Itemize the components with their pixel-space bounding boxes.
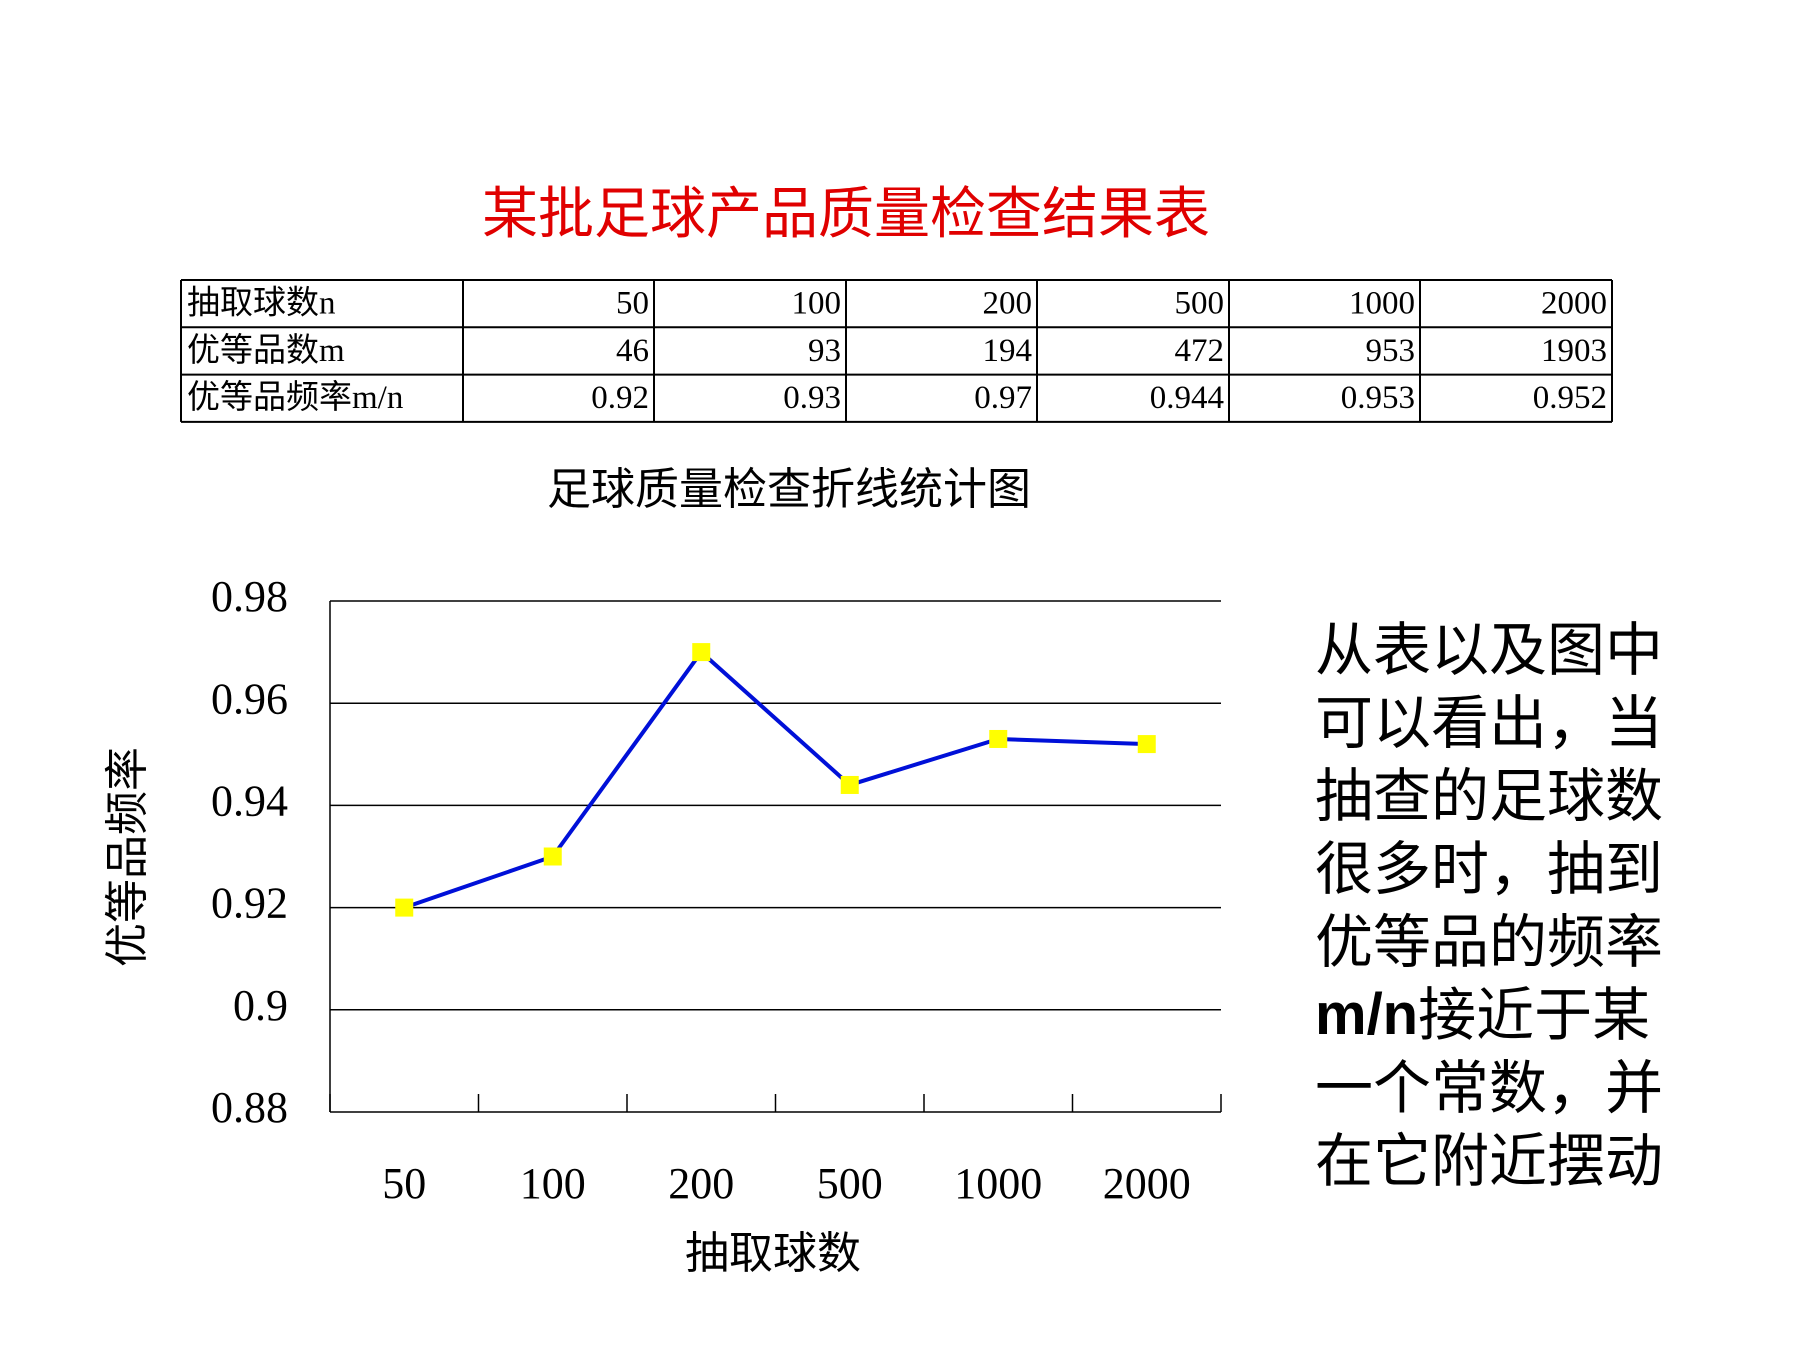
note-text: m/n	[1315, 982, 1418, 1047]
table-cell: 0.97	[974, 380, 1032, 416]
note-text: 在它附近摆动	[1315, 1127, 1663, 1195]
note-line: 优等品的频率	[1315, 908, 1663, 976]
line	[403, 649, 1147, 910]
note-text: 一个常数，并	[1315, 1054, 1663, 1122]
x-tick-label: 1000	[954, 1159, 1042, 1208]
note-text: 可以看出，当	[1315, 689, 1663, 757]
table-cell: 200	[983, 286, 1033, 322]
x-tick-label: 2000	[1103, 1159, 1191, 1208]
table-cell: 500	[1175, 286, 1225, 322]
table-cell: 472	[1175, 333, 1225, 369]
note-line: 在它附近摆动	[1315, 1127, 1663, 1195]
note-line: m/n接近于某	[1315, 981, 1650, 1049]
table-cell: 93	[808, 333, 841, 369]
table-cell: 100	[792, 286, 842, 322]
note-text: 从表以及图中	[1315, 616, 1663, 684]
y-tick-label: 0.94	[211, 776, 288, 825]
note-text: 接近于某	[1418, 981, 1650, 1049]
note-line: 一个常数，并	[1315, 1054, 1663, 1122]
table-cell: 1903	[1541, 333, 1607, 369]
x-tick-label: 50	[382, 1159, 426, 1208]
marker	[1137, 735, 1156, 754]
note-line: 抽查的足球数	[1315, 762, 1663, 830]
x-tick-label: 500	[817, 1159, 883, 1208]
table-cell: 0.952	[1533, 380, 1607, 416]
note-text: 很多时，抽到	[1315, 835, 1663, 903]
marker	[989, 729, 1008, 748]
x-tick-label: 200	[668, 1159, 734, 1208]
x-axis-label: 抽取球数	[685, 1229, 861, 1278]
table-cell: 50	[616, 286, 649, 322]
table-cell: 0.93	[783, 380, 841, 416]
note-line: 很多时，抽到	[1315, 835, 1663, 903]
marker	[840, 775, 859, 794]
slide-title: 某批足球产品质量检查结果表	[482, 184, 1210, 246]
table-cell: 1000	[1349, 286, 1415, 322]
table-cell: 46	[616, 333, 649, 369]
y-tick-label: 0.9	[233, 981, 288, 1030]
note-text: 优等品的频率	[1315, 908, 1663, 976]
table-cell: 0.953	[1341, 380, 1415, 416]
note-text: 抽查的足球数	[1315, 762, 1663, 830]
y-tick-label: 0.98	[211, 572, 288, 621]
marker	[395, 898, 414, 917]
table-cell: 194	[983, 333, 1033, 369]
row-header: 优等品频率m/n	[187, 379, 403, 416]
table-cell: 953	[1366, 333, 1416, 369]
chart-title: 足球质量检查折线统计图	[547, 465, 1031, 514]
y-tick-label: 0.92	[211, 879, 288, 928]
y-tick-label: 0.96	[211, 674, 288, 723]
note-line: 从表以及图中	[1315, 616, 1663, 684]
note-line: 可以看出，当	[1315, 689, 1663, 757]
y-tick-label: 0.88	[211, 1083, 288, 1132]
row-header: 抽取球数n	[187, 285, 336, 322]
table-cell: 0.92	[591, 380, 649, 416]
x-tick-label: 100	[520, 1159, 586, 1208]
marker	[692, 643, 711, 662]
y-axis-label: 优等品频率	[103, 747, 152, 967]
row-header: 优等品数m	[187, 332, 345, 369]
table-cell: 0.944	[1150, 380, 1224, 416]
table-cell: 2000	[1541, 286, 1607, 322]
marker	[543, 847, 562, 866]
